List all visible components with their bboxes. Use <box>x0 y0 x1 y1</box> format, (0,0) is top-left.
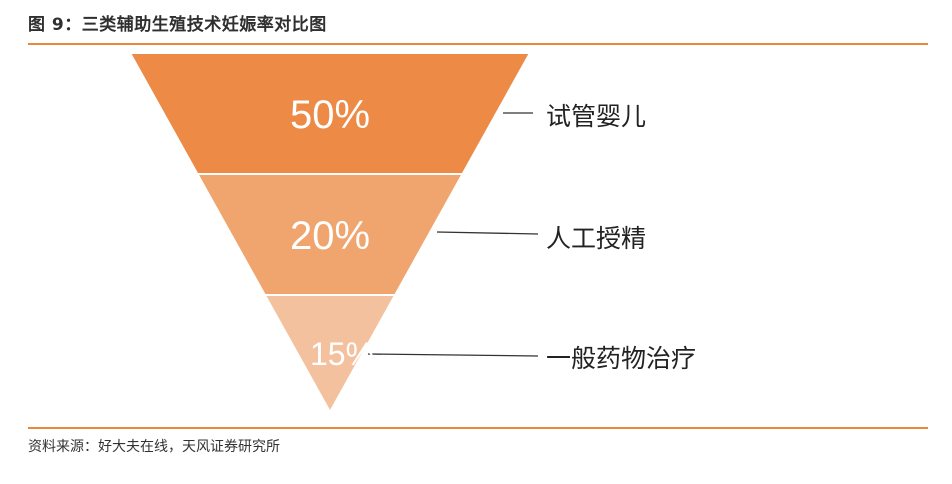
figure-title: 图 9：三类辅助生殖技术妊娠率对比图 <box>28 15 327 35</box>
category-label-ivf: 试管婴儿 <box>546 102 646 131</box>
funnel-segment-drug-therapy <box>263 294 397 415</box>
source-note: 资料来源：好大夫在线，天风证券研究所 <box>28 439 280 455</box>
category-label-drug-therapy: 一般药物治疗 <box>546 344 696 373</box>
leader-line-iui <box>436 231 539 235</box>
funnel-segments <box>128 52 532 415</box>
value-label-ivf: 50% <box>290 93 370 137</box>
value-label-drug-therapy: 15% <box>310 336 374 372</box>
leader-line-drug-therapy <box>367 353 539 357</box>
footer-divider <box>28 427 928 429</box>
leader-lines <box>367 112 539 357</box>
title-divider <box>28 43 928 45</box>
category-label-iui: 人工授精 <box>546 224 646 253</box>
value-labels: 50% 20% 15% <box>290 93 374 372</box>
value-label-iui: 20% <box>290 214 370 258</box>
